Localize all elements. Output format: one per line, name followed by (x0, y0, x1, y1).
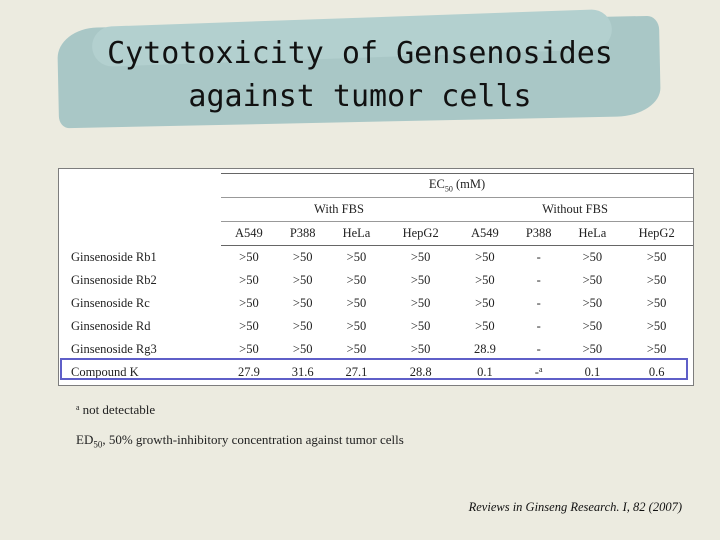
footnote-marker: a (538, 365, 543, 374)
table-cell: 0.6 (648, 365, 665, 379)
table-row: Ginsenoside Rb1 >50 >50 >50 >50 >50 - >50 >50 (59, 246, 693, 270)
table-cell: - (536, 296, 541, 310)
table-cell: >50 (475, 296, 495, 310)
table-cell: >50 (292, 319, 313, 333)
column-header: HepG2 (384, 221, 457, 246)
table-cell: >50 (239, 250, 259, 264)
table-row: Ginsenoside Rc >50 >50 >50 >50 >50 - >50 >50 (59, 292, 693, 315)
table-cell: >50 (346, 319, 367, 333)
table-cell: >50 (582, 319, 603, 333)
table-cell: >50 (292, 296, 313, 310)
table-cell: >50 (239, 319, 259, 333)
row-label: Ginsenoside Rb1 (71, 249, 157, 264)
table-cell: >50 (239, 273, 259, 287)
table-header-measure-row: EC50 (mM) (59, 173, 693, 198)
table-cell: >50 (475, 250, 495, 264)
measure-header: EC50 (mM) (221, 173, 693, 198)
table-cell: >50 (239, 342, 259, 356)
row-label: Ginsenoside Rc (71, 296, 150, 310)
table-row: Ginsenoside Rg3 >50 >50 >50 >50 28.9 - >50 >50 (59, 338, 693, 361)
table-cell: 27.1 (345, 365, 368, 379)
table-cell: >50 (410, 342, 431, 356)
footnote-ed50: ED50, 50% growth-inhibitory concentratio… (76, 432, 404, 450)
table-cell: >50 (582, 273, 603, 287)
column-header: HeLa (564, 221, 621, 246)
table-cell: >50 (646, 342, 667, 356)
table-cell: >50 (346, 250, 367, 264)
table-cell: 0.1 (477, 365, 493, 379)
table-cell: >50 (475, 319, 495, 333)
table-header-column-row: A549 P388 HeLa HepG2 A549 P388 HeLa HepG2 (59, 221, 693, 246)
table-cell: >50 (582, 250, 603, 264)
row-label: Compound K (71, 365, 139, 379)
table-cell: >50 (582, 296, 603, 310)
cytotoxicity-table-image: EC50 (mM) With FBS Without FBS A549 P388 H… (58, 168, 694, 386)
table-cell: >50 (410, 250, 431, 264)
slide-title: Cytotoxicity of Gensenosides against tum… (40, 32, 680, 118)
table-cell: >50 (292, 273, 313, 287)
group-header-without-fbs: Without FBS (456, 197, 693, 222)
table-row: Ginsenoside Rd >50 >50 >50 >50 >50 - >50 >50 (59, 315, 693, 338)
column-header: P388 (276, 221, 329, 246)
table-header-group-row: With FBS Without FBS (59, 197, 693, 222)
citation: Reviews in Ginseng Research. I, 82 (2007… (468, 500, 682, 514)
footnote-not-detectable: a not detectable (76, 402, 156, 417)
table-cell: >50 (292, 342, 313, 356)
cytotoxicity-table: EC50 (mM) With FBS Without FBS A549 P388 H… (59, 173, 693, 384)
table-row: Compound K 27.9 31.6 27.1 28.8 0.1 -a 0.1 0.6 (59, 361, 693, 384)
row-label: Ginsenoside Rd (71, 319, 151, 333)
row-label: Ginsenoside Rg3 (71, 342, 157, 356)
table-cell: - (536, 342, 541, 356)
table-cell: - (536, 250, 541, 264)
table-cell: >50 (410, 273, 431, 287)
table-row: Ginsenoside Rb2 >50 >50 >50 >50 >50 - >50 >50 (59, 269, 693, 292)
table-cell: 28.9 (473, 342, 496, 356)
table-cell: -a (534, 365, 543, 379)
table-cell: >50 (475, 273, 495, 287)
column-header: A549 (221, 221, 277, 246)
table-cell: >50 (239, 296, 259, 310)
table-cell: - (536, 319, 541, 333)
column-header: P388 (512, 221, 565, 246)
table-cell: >50 (646, 250, 667, 264)
table-cell: >50 (346, 296, 367, 310)
table-cell: >50 (410, 296, 431, 310)
column-header: A549 (456, 221, 513, 246)
table-cell: >50 (646, 273, 667, 287)
table-cell: - (536, 273, 541, 287)
table-cell: 31.6 (291, 365, 314, 379)
table-cell: 27.9 (237, 365, 260, 379)
table-cell: >50 (646, 319, 667, 333)
slide-title-line-1: Cytotoxicity of Gensenosides (107, 36, 613, 71)
group-header-with-fbs: With FBS (221, 197, 457, 222)
table-cell: >50 (410, 319, 431, 333)
table-cell: 28.8 (409, 365, 432, 379)
table-cell: >50 (582, 342, 603, 356)
table-cell: >50 (346, 342, 367, 356)
table-cell: 0.1 (584, 365, 601, 379)
table-cell: >50 (346, 273, 367, 287)
slide-title-line-2: against tumor cells (188, 79, 532, 114)
table-cell: >50 (292, 250, 313, 264)
row-label: Ginsenoside Rb2 (71, 273, 157, 287)
column-header: HeLa (328, 221, 385, 246)
table-cell: >50 (646, 296, 667, 310)
column-header: HepG2 (620, 221, 693, 246)
